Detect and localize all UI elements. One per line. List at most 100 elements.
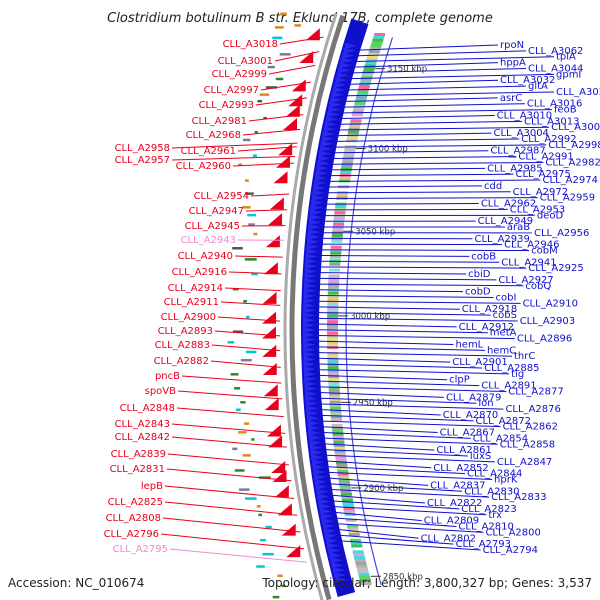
forward-gene-mark	[303, 327, 315, 333]
right-leader-line	[321, 409, 441, 416]
forward-gene-mark	[317, 493, 330, 500]
forward-gene-mark	[320, 513, 333, 520]
forward-gene-mark	[307, 425, 320, 431]
inner-line	[345, 37, 394, 586]
right-gene-label: CLL_A2903	[520, 316, 575, 327]
right-gene-label: CLL_A2987	[490, 146, 545, 157]
forward-gene-mark	[303, 282, 316, 289]
cog-block	[327, 369, 339, 373]
reverse-gene-mark	[262, 311, 277, 324]
forward-gene-mark	[313, 184, 326, 191]
right-leader-line	[329, 179, 541, 182]
cog-block	[331, 418, 343, 422]
right-gene-label: CLL_A2862	[503, 422, 558, 433]
right-leader-line	[331, 489, 490, 498]
forward-gene-mark	[314, 175, 327, 182]
left-leader-line	[164, 485, 295, 499]
right-leader-line	[332, 494, 425, 504]
left-leader-line	[279, 36, 324, 45]
forward-gene-mark	[320, 140, 333, 147]
right-gene-label: deoD	[537, 210, 564, 221]
right-gene-label: CLL_A2858	[500, 439, 555, 450]
feature-mark	[238, 163, 243, 166]
cog-block	[349, 124, 361, 129]
feature-mark	[253, 232, 258, 236]
right-gene-label: CLL_A2809	[424, 516, 479, 527]
right-gene-label: CLL_A2870	[443, 410, 498, 421]
left-leader-line	[181, 375, 282, 384]
right-gene-label: trx	[488, 510, 502, 521]
cog-block	[327, 331, 339, 336]
feature-mark	[248, 223, 255, 226]
reverse-gene-mark	[262, 344, 277, 357]
left-leader-line	[217, 316, 281, 322]
feature-mark	[243, 300, 248, 303]
reverse-gene-mark	[285, 104, 300, 117]
feature-mark	[265, 86, 277, 89]
feature-mark	[262, 552, 274, 556]
forward-gene-mark	[308, 219, 321, 226]
right-gene-label: CLL_A2962	[481, 199, 536, 210]
forward-gene-mark	[327, 542, 340, 549]
backbone-ring	[283, 12, 338, 600]
forward-gene-mark	[306, 248, 319, 255]
forward-gene-mark	[328, 106, 341, 113]
forward-gene-mark	[304, 376, 317, 382]
feature-mark	[252, 154, 257, 157]
forward-gene-mark	[316, 488, 329, 495]
forward-gene-mark	[303, 371, 316, 378]
cog-block	[342, 159, 354, 163]
right-leader-line	[326, 454, 495, 463]
right-gene-label: CLL_A2891	[481, 381, 536, 392]
forward-gene-mark	[311, 459, 324, 466]
right-gene-label: CLL_A2956	[534, 228, 589, 239]
right-gene-label: CLL_A2872	[476, 416, 531, 427]
left-gene-label: CLL_A2843	[115, 419, 170, 430]
forward-gene-mark	[305, 395, 318, 402]
right-gene-label: CLL_A2949	[478, 216, 533, 227]
forward-gene-mark	[310, 204, 323, 211]
right-gene-label: CLL_A2959	[540, 193, 595, 204]
forward-gene-mark	[307, 229, 320, 235]
forward-gene-mark	[324, 532, 337, 539]
left-leader-line	[177, 390, 283, 400]
feature-mark	[244, 258, 257, 261]
right-leader-line	[348, 85, 527, 91]
right-leader-line	[323, 431, 471, 439]
cog-block	[330, 406, 342, 410]
forward-gene-mark	[303, 287, 316, 294]
right-leader-line	[319, 272, 467, 275]
forward-gene-mark	[303, 356, 316, 363]
scale-label: 2950 kbp	[353, 398, 393, 408]
right-leader-line	[355, 56, 555, 62]
right-leader-line	[351, 73, 555, 80]
cog-block	[333, 222, 345, 226]
left-gene-label: CLL_A2954	[194, 191, 249, 202]
right-leader-line	[336, 138, 520, 142]
cog-block	[329, 398, 341, 402]
reverse-gene-mark	[273, 171, 288, 184]
feature-mark	[272, 36, 283, 40]
scale-label: 3100 kbp	[368, 145, 408, 155]
cog-block	[333, 216, 345, 221]
reverse-gene-mark	[271, 461, 286, 474]
cog-block	[351, 544, 363, 548]
forward-gene-mark	[305, 258, 318, 265]
forward-gene-mark	[331, 91, 344, 98]
scale-label: 2850 kbp	[383, 572, 423, 582]
feature-mark	[243, 138, 251, 142]
cog-block	[328, 380, 340, 384]
feature-mark	[245, 179, 249, 182]
right-leader-line	[321, 414, 474, 422]
reverse-gene-mark	[291, 79, 306, 92]
cog-block	[355, 96, 367, 100]
forward-gene-mark	[325, 537, 338, 544]
feature-mark	[254, 130, 258, 134]
right-gene-label: CLL_A2794	[483, 545, 538, 556]
right-leader-line	[330, 483, 463, 492]
left-leader-line	[171, 142, 298, 149]
right-leader-line	[318, 317, 518, 322]
right-leader-line	[325, 449, 468, 457]
cog-block	[327, 308, 339, 313]
cog-block	[340, 492, 352, 497]
